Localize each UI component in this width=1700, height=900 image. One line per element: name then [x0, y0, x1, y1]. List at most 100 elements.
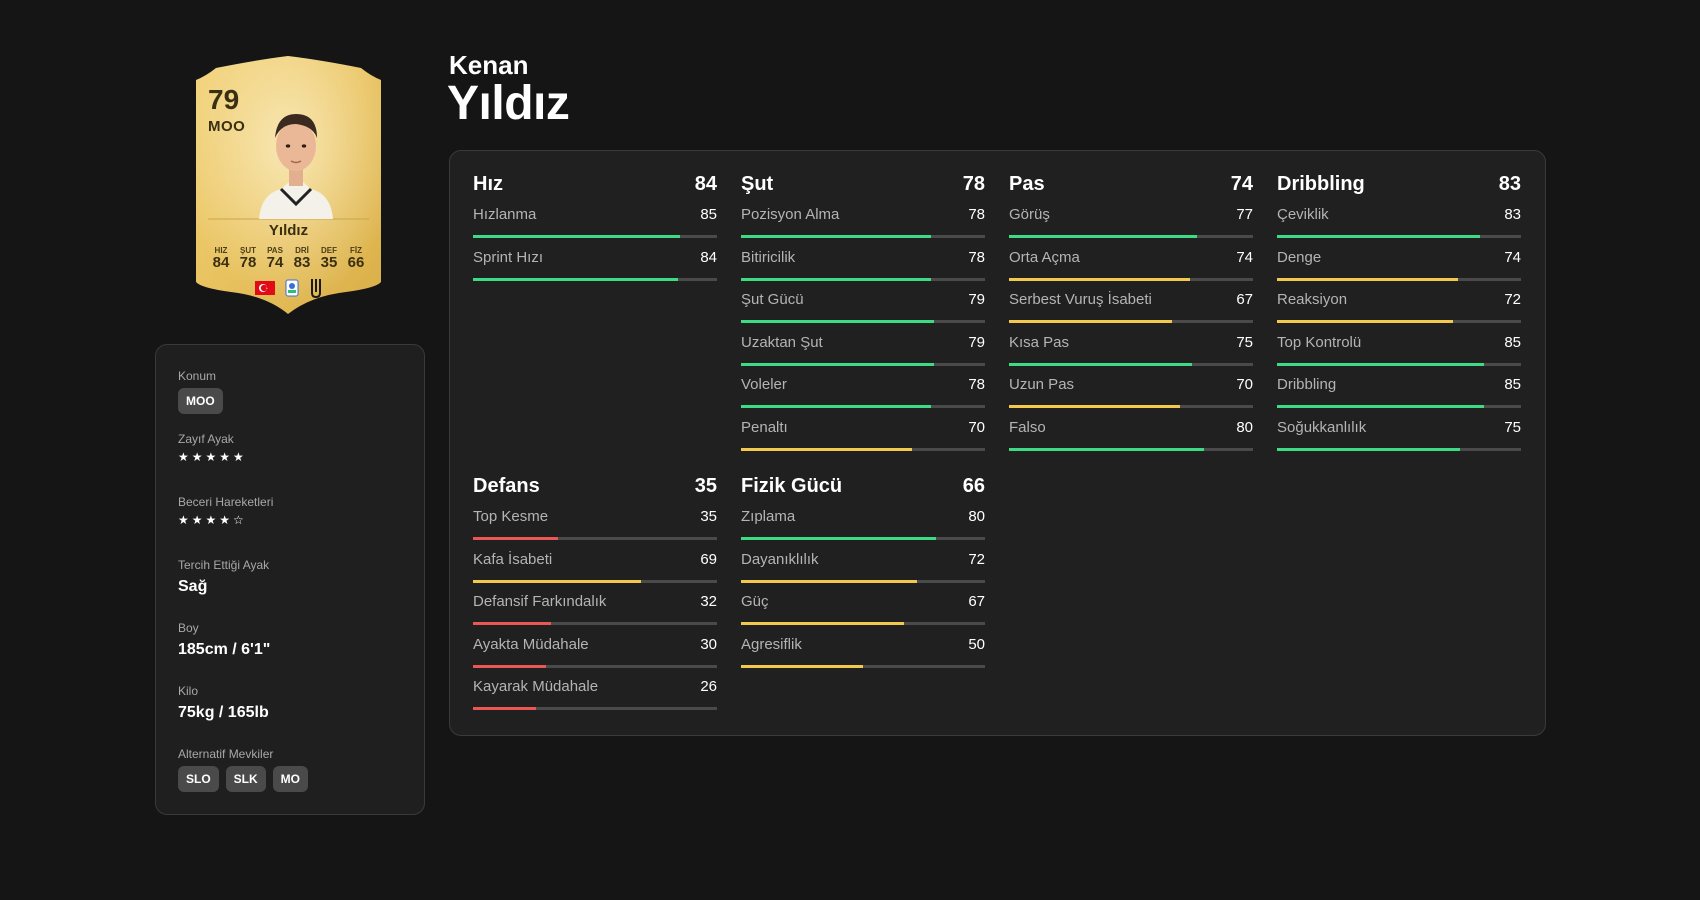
attribute-bar-fill — [473, 707, 537, 710]
info-label: Alternatif Mevkiler — [178, 747, 274, 761]
attribute-bar-fill — [1009, 277, 1190, 281]
attribute-bar-fill — [473, 277, 678, 281]
info-label: Beceri Hareketleri — [178, 495, 274, 509]
attribute-bar-fill — [741, 537, 937, 540]
attribute-value: 74 — [1504, 248, 1521, 266]
attributes-panel: Hız 84 Hızlanma 85 Sprint Hızı 84 Şut 78 Pozisyo… — [449, 150, 1546, 736]
attribute-bar-fill — [741, 405, 932, 408]
attribute-value: 74 — [1236, 248, 1253, 266]
attribute-row: Hızlanma 85 — [473, 200, 717, 243]
turkey-flag-icon — [254, 281, 275, 295]
attribute-name: Agresiflik — [741, 635, 802, 653]
attribute-name: Orta Açma — [1009, 248, 1080, 266]
attribute-bar-track — [1009, 235, 1253, 238]
attribute-row: Penaltı 70 — [741, 413, 985, 456]
attribute-value: 30 — [700, 635, 717, 653]
weak-foot-stars: ★★★★★ — [178, 450, 247, 464]
card-stat-label: ŞUT — [240, 246, 256, 255]
attribute-bar-track — [1009, 447, 1253, 451]
attribute-bar-track — [1277, 320, 1521, 323]
attribute-bar-fill — [741, 664, 863, 668]
attribute-bar-fill — [741, 277, 932, 281]
info-position: Konum MOO — [178, 369, 402, 432]
card-stat: FİZ 66 — [343, 246, 369, 271]
attribute-name: Serbest Vuruş İsabeti — [1009, 291, 1152, 308]
card-stat-value: 83 — [293, 254, 311, 271]
attribute-value: 50 — [968, 635, 985, 653]
attribute-bar-fill — [1277, 277, 1458, 281]
attribute-name: Güç — [741, 593, 769, 610]
stat-group-value: 83 — [1498, 172, 1521, 195]
attribute-bar-track — [741, 579, 985, 583]
attribute-bar-fill — [1277, 320, 1453, 323]
attribute-bar-track — [473, 277, 717, 281]
attribute-bar-fill — [1009, 320, 1173, 323]
attribute-bar-fill — [741, 447, 912, 451]
attribute-value: 72 — [968, 550, 985, 568]
attribute-value: 84 — [700, 248, 717, 266]
attribute-bar-fill — [1277, 405, 1485, 408]
card-stat-label: HIZ — [214, 246, 228, 255]
attribute-bar-fill — [1009, 447, 1205, 451]
stat-group-header: Şut 78 — [741, 171, 985, 197]
attribute-bar-fill — [473, 622, 552, 625]
alt-position-pill[interactable]: MO — [272, 766, 309, 792]
attribute-name: Şut Gücü — [741, 291, 804, 308]
attribute-row: Kayarak Müdahale 26 — [473, 672, 717, 715]
attribute-row: Ayakta Müdahale 30 — [473, 630, 717, 673]
attribute-bar-fill — [741, 362, 934, 366]
attribute-value: 85 — [1504, 376, 1521, 393]
attribute-value: 78 — [968, 376, 985, 393]
attribute-row: Uzun Pas 70 — [1009, 370, 1253, 413]
stat-group-value: 74 — [1230, 172, 1253, 195]
stat-group: Defans 35 Top Kesme 35 Kafa İsabeti 69 Defansi… — [473, 473, 717, 715]
player-photo — [259, 114, 333, 219]
stat-group: Fizik Gücü 66 Zıplama 80 Dayanıklılık 72 Güç 67… — [741, 473, 985, 672]
attribute-bar-fill — [741, 579, 917, 583]
info-height: Boy 185cm / 6'1" — [178, 621, 402, 684]
card-stat-value: 66 — [347, 254, 365, 271]
card-stat-label: FİZ — [350, 246, 362, 255]
attribute-bar-fill — [741, 320, 934, 323]
attribute-bar-track — [741, 622, 985, 625]
attribute-value: 80 — [968, 508, 985, 525]
card-rating: 79 — [208, 84, 240, 115]
attribute-bar-track — [741, 447, 985, 451]
attribute-row: Şut Gücü 79 — [741, 285, 985, 328]
attribute-row: Denge 74 — [1277, 243, 1521, 286]
attribute-value: 70 — [968, 418, 985, 436]
card-badges — [196, 278, 381, 298]
alt-position-pill[interactable]: SLO — [178, 766, 219, 792]
attribute-row: Uzaktan Şut 79 — [741, 328, 985, 371]
attribute-bar-track — [1277, 405, 1521, 408]
attribute-row: Çeviklik 83 — [1277, 200, 1521, 243]
card-stat-label: PAS — [267, 246, 283, 255]
stat-group-value: 84 — [694, 172, 717, 195]
info-label: Boy — [178, 621, 199, 635]
attribute-bar-fill — [741, 235, 932, 238]
attribute-name: Soğukkanlılık — [1277, 418, 1367, 436]
info-weak-foot: Zayıf Ayak ★★★★★ — [178, 432, 402, 495]
attribute-bar-track — [741, 405, 985, 408]
attribute-bar-track — [1277, 235, 1521, 238]
stat-group-value: 66 — [962, 474, 985, 497]
stat-group-header: Fizik Gücü 66 — [741, 473, 985, 499]
attribute-row: Agresiflik 50 — [741, 630, 985, 673]
card-player-name: Yıldız — [268, 222, 309, 239]
attribute-name: Penaltı — [741, 418, 788, 436]
card-stat-value: 35 — [320, 254, 338, 271]
attribute-value: 32 — [700, 593, 717, 610]
attribute-name: Falso — [1009, 418, 1046, 436]
attribute-bar-fill — [1277, 235, 1480, 238]
attribute-value: 75 — [1236, 333, 1253, 351]
attribute-value: 69 — [700, 550, 717, 568]
attribute-bar-track — [473, 622, 717, 625]
attribute-bar-track — [473, 579, 717, 583]
attribute-name: Uzun Pas — [1009, 376, 1075, 393]
position-pill[interactable]: MOO — [178, 388, 223, 414]
attribute-name: Sprint Hızı — [473, 248, 544, 266]
attribute-name: Kısa Pas — [1009, 333, 1070, 351]
card-stat-label: DEF — [321, 246, 337, 255]
attribute-row: Kısa Pas 75 — [1009, 328, 1253, 371]
alt-position-pill[interactable]: SLK — [225, 766, 266, 792]
